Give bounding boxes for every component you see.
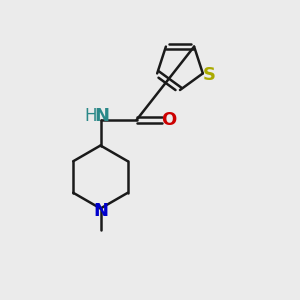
Text: H: H — [85, 107, 97, 125]
Text: O: O — [161, 111, 176, 129]
Text: S: S — [203, 66, 216, 84]
Text: N: N — [93, 202, 108, 220]
Text: N: N — [94, 107, 109, 125]
